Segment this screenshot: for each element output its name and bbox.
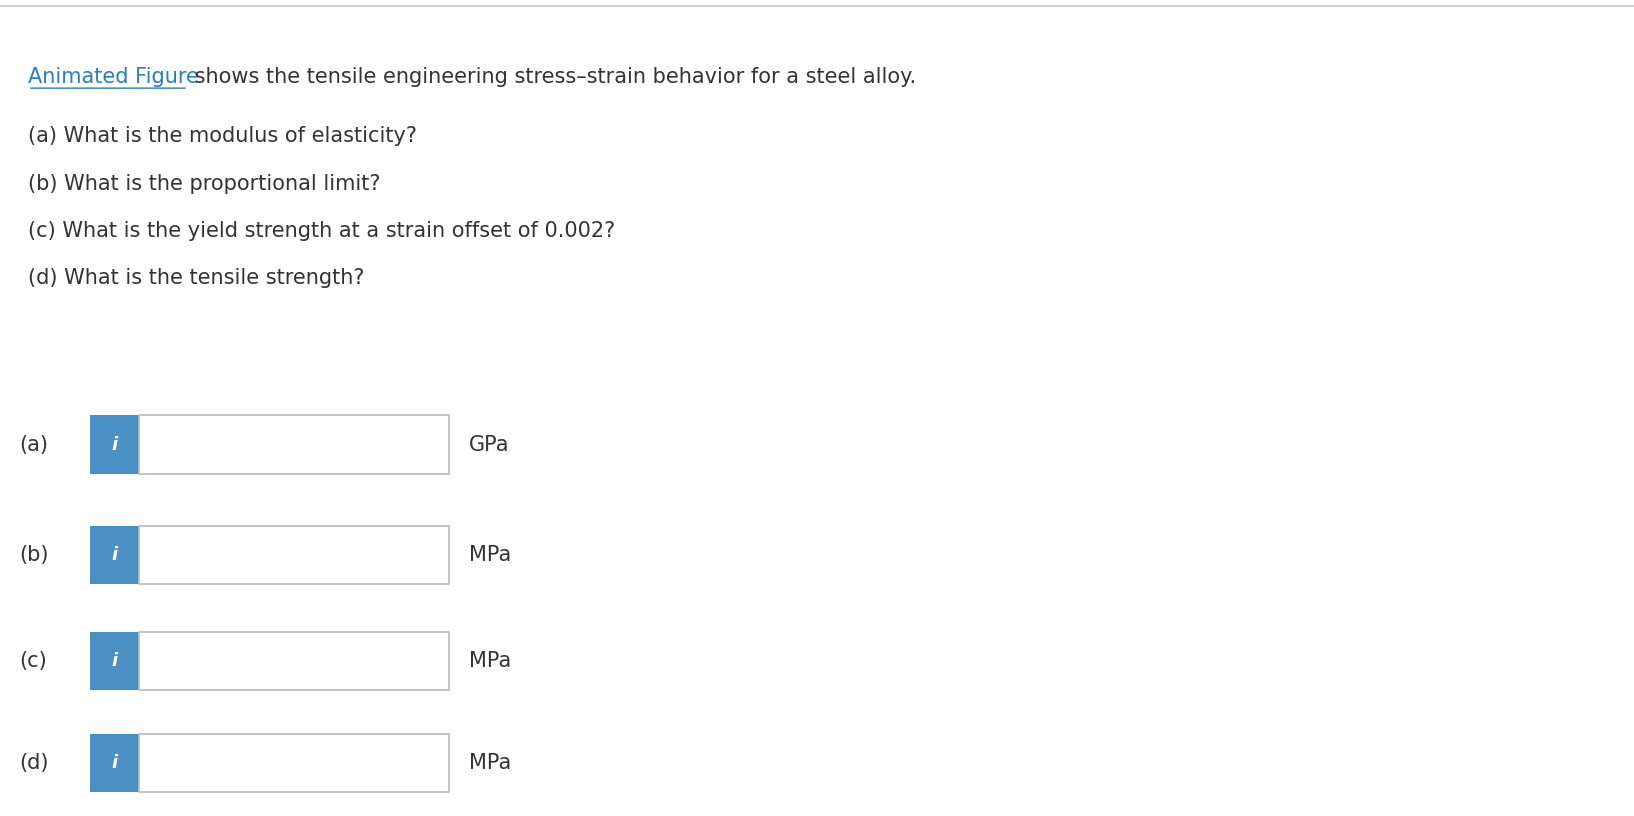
FancyBboxPatch shape xyxy=(139,415,449,474)
Text: Animated Figure: Animated Figure xyxy=(28,67,199,87)
Text: (b): (b) xyxy=(20,545,49,565)
FancyBboxPatch shape xyxy=(139,632,449,690)
Text: MPa: MPa xyxy=(469,753,511,773)
Text: (d) What is the tensile strength?: (d) What is the tensile strength? xyxy=(28,268,364,289)
Text: i: i xyxy=(111,436,118,454)
Text: (d): (d) xyxy=(20,753,49,773)
Text: (c) What is the yield strength at a strain offset of 0.002?: (c) What is the yield strength at a stra… xyxy=(28,221,614,242)
FancyBboxPatch shape xyxy=(90,415,139,474)
Text: i: i xyxy=(111,754,118,772)
Text: MPa: MPa xyxy=(469,545,511,565)
Text: GPa: GPa xyxy=(469,435,510,455)
Text: i: i xyxy=(111,546,118,564)
Text: (c): (c) xyxy=(20,651,47,671)
Text: MPa: MPa xyxy=(469,651,511,671)
FancyBboxPatch shape xyxy=(90,734,139,792)
Text: (b) What is the proportional limit?: (b) What is the proportional limit? xyxy=(28,174,381,194)
Text: shows the tensile engineering stress–strain behavior for a steel alloy.: shows the tensile engineering stress–str… xyxy=(188,67,917,87)
FancyBboxPatch shape xyxy=(90,526,139,584)
FancyBboxPatch shape xyxy=(139,526,449,584)
FancyBboxPatch shape xyxy=(139,734,449,792)
Text: i: i xyxy=(111,652,118,670)
Text: (a) What is the modulus of elasticity?: (a) What is the modulus of elasticity? xyxy=(28,126,417,147)
FancyBboxPatch shape xyxy=(90,632,139,690)
Text: (a): (a) xyxy=(20,435,49,455)
